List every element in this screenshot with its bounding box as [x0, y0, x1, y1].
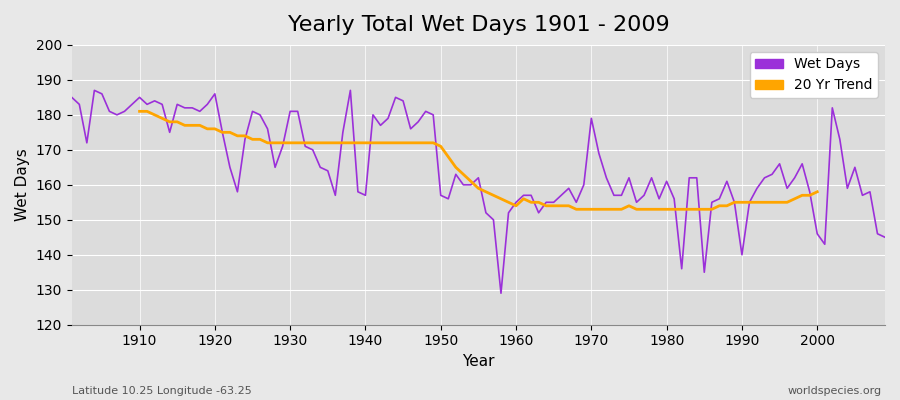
Text: Latitude 10.25 Longitude -63.25: Latitude 10.25 Longitude -63.25 — [72, 386, 252, 396]
Line: Wet Days: Wet Days — [72, 90, 885, 293]
20 Yr Trend — [805, 193, 815, 198]
Wet Days — [496, 291, 507, 296]
Wet Days — [345, 88, 356, 93]
Line: 20 Yr Trend: 20 Yr Trend — [140, 111, 817, 209]
Wet Days — [518, 193, 529, 198]
20 Yr Trend — [217, 130, 228, 135]
20 Yr Trend — [812, 190, 823, 194]
20 Yr Trend — [292, 140, 303, 145]
20 Yr Trend — [307, 140, 318, 145]
Y-axis label: Wet Days: Wet Days — [15, 148, 30, 221]
20 Yr Trend — [714, 203, 724, 208]
Wet Days — [67, 95, 77, 100]
Wet Days — [300, 144, 310, 149]
20 Yr Trend — [134, 109, 145, 114]
Wet Days — [134, 95, 145, 100]
Wet Days — [616, 193, 627, 198]
Legend: Wet Days, 20 Yr Trend: Wet Days, 20 Yr Trend — [750, 52, 878, 98]
Text: worldspecies.org: worldspecies.org — [788, 386, 882, 396]
X-axis label: Year: Year — [462, 354, 495, 369]
Wet Days — [526, 193, 536, 198]
Wet Days — [89, 88, 100, 93]
Title: Yearly Total Wet Days 1901 - 2009: Yearly Total Wet Days 1901 - 2009 — [287, 15, 670, 35]
20 Yr Trend — [571, 207, 581, 212]
20 Yr Trend — [796, 193, 807, 198]
Wet Days — [879, 235, 890, 240]
